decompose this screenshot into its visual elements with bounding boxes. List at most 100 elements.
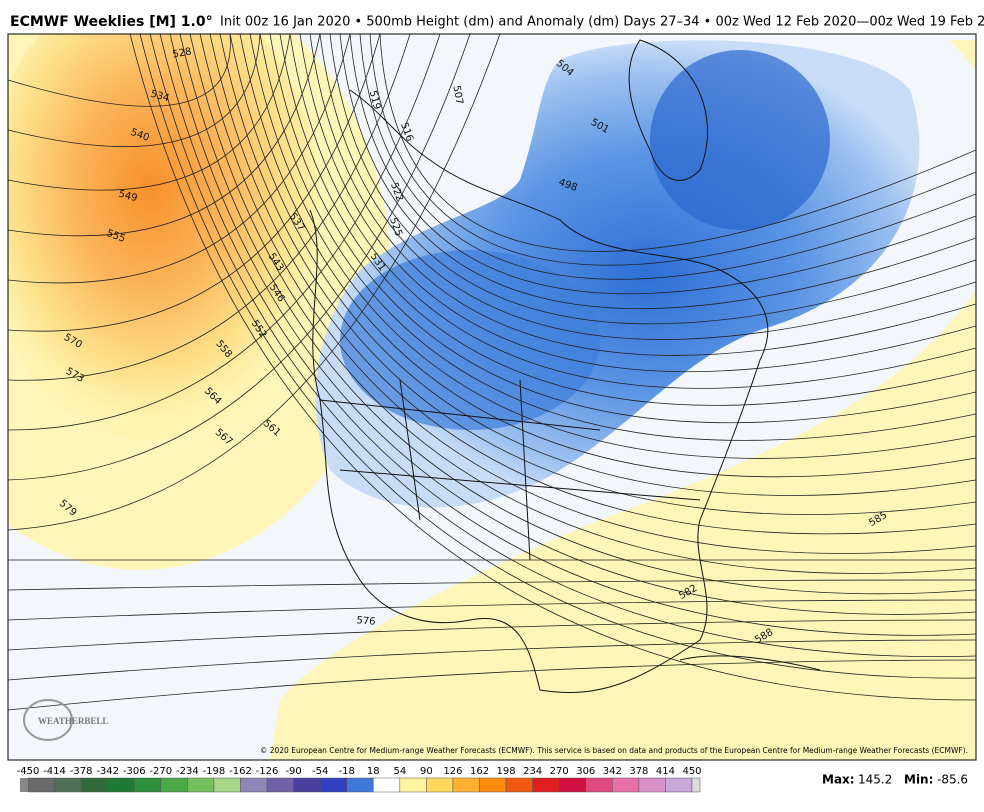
- contour-line: [8, 659, 976, 711]
- contour-line: [259, 34, 976, 441]
- colorbar-tick-label: 162: [470, 766, 489, 777]
- contour-line: [229, 34, 976, 496]
- contour-line: [8, 34, 471, 481]
- colorbar-tick-label: 450: [682, 766, 701, 777]
- contour-line: [179, 34, 976, 595]
- contour-line: [279, 34, 976, 406]
- colorbar-segment: [54, 777, 82, 793]
- colorbar-tick-label: 126: [443, 766, 462, 777]
- contour-line: [339, 34, 976, 309]
- positive-anomaly-core: [8, 34, 320, 440]
- contour-line: [149, 34, 976, 658]
- colorbar-tick-label: 90: [420, 766, 433, 777]
- contour-line: [309, 34, 976, 356]
- contour-line: [379, 34, 976, 252]
- colorbar-tick-label: -54: [312, 766, 328, 777]
- colorbar-segment: [80, 777, 108, 793]
- negative-anomaly-core: [340, 250, 600, 430]
- colorbar-segment: [160, 777, 188, 793]
- contour-line: [8, 619, 976, 651]
- colorbar-tick-label: -234: [176, 766, 199, 777]
- colorbar-tick-label: 198: [497, 766, 516, 777]
- copyright: © 2020 European Centre for Medium-range …: [260, 746, 968, 755]
- colorbar-segment: [266, 777, 294, 793]
- contour-line: [8, 639, 976, 681]
- contour-line: [269, 34, 976, 424]
- colorbar-segment: [293, 777, 321, 793]
- contour-line: [289, 34, 976, 389]
- colorbar-segment: [27, 777, 55, 793]
- contour-label: 507: [450, 85, 464, 106]
- contour-line: [8, 34, 321, 237]
- contour-line: [209, 34, 976, 535]
- colorbar-segment: [532, 777, 560, 793]
- colorbar-segment: [213, 777, 241, 793]
- contour-line: [219, 34, 976, 515]
- colorbar-segment: [373, 777, 401, 793]
- colorbar-segment: [612, 777, 640, 793]
- map-frame: [7, 33, 977, 761]
- contour-line: [369, 34, 976, 266]
- colorbar-segment: [479, 777, 507, 793]
- positive-anomaly: [270, 290, 976, 760]
- colorbar-tick-label: 234: [523, 766, 542, 777]
- contour-line: [8, 34, 291, 191]
- contour-line: [8, 34, 381, 332]
- colorbar-segment: [558, 777, 587, 793]
- colorbar-segment: [133, 777, 162, 793]
- colorbar-tick-label: 270: [550, 766, 569, 777]
- contour-line: [8, 34, 411, 381]
- colorbar-tick-label: -162: [229, 766, 252, 777]
- map: 5285345405495555705735795375435465525585…: [8, 34, 976, 760]
- contour-line: [199, 34, 976, 554]
- colorbar-tick-label: -126: [256, 766, 279, 777]
- colorbar-segment: [107, 777, 135, 793]
- colorbar-end: [20, 778, 28, 792]
- contour-line: [299, 34, 976, 373]
- colorbar-segment: [505, 777, 533, 793]
- colorbar-segment: [638, 777, 666, 793]
- contour-line: [239, 34, 976, 478]
- colorbar-tick-label: 378: [629, 766, 648, 777]
- contour-line: [8, 34, 441, 431]
- colorbar-segment: [187, 777, 215, 793]
- colorbar-tick-label: 414: [656, 766, 675, 777]
- contour-line: [359, 34, 976, 280]
- max-value: 145.2: [858, 773, 892, 787]
- colorbar-tick-label: -270: [149, 766, 172, 777]
- contour-line: [129, 34, 976, 701]
- colorbar-tick-label: 306: [576, 766, 595, 777]
- colorbar-segment: [452, 777, 480, 793]
- colorbar: -450 -414 -378 -342 -306 -270 -234 -198 -162 -126…: [17, 766, 702, 793]
- contour-label: 576: [356, 615, 376, 628]
- contour-line: [8, 579, 976, 591]
- colorbar-segment: [585, 777, 613, 793]
- colorbar-segment: [319, 777, 347, 793]
- logo: WEATHERBELL: [38, 716, 108, 726]
- contour-line: [8, 34, 351, 284]
- contour-label: 528: [172, 46, 193, 60]
- contour-label: 534: [149, 89, 170, 105]
- contour-line: [329, 34, 976, 325]
- contour-label: 549: [117, 189, 138, 205]
- colorbar-tick-label: 342: [603, 766, 622, 777]
- colorbar-segment: [665, 777, 693, 793]
- colorbar-tick-label: -414: [43, 766, 66, 777]
- contour-line: [8, 34, 231, 107]
- contour-line: [169, 34, 976, 615]
- colorbar-segment: [346, 777, 374, 793]
- contour-line: [349, 34, 976, 295]
- logo-mark: [23, 699, 73, 741]
- colorbar-segment: [426, 777, 454, 793]
- contour-line: [189, 34, 976, 574]
- max-label: Max:: [822, 773, 855, 787]
- negative-anomaly-core: [650, 50, 830, 230]
- colorbar-segment: [240, 777, 268, 793]
- contour-line: [139, 34, 976, 679]
- colorbar-segment: [399, 777, 427, 793]
- positive-anomaly: [950, 40, 976, 70]
- contour-line: [249, 34, 976, 459]
- contour-lines: [8, 34, 976, 711]
- colorbar-tick-label: -18: [339, 766, 355, 777]
- contour-line: [8, 34, 261, 148]
